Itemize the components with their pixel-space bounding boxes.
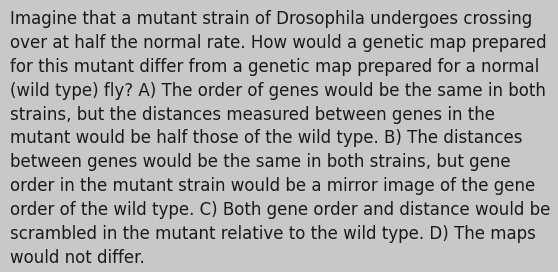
Text: Imagine that a mutant strain of Drosophila undergoes crossing
over at half the n: Imagine that a mutant strain of Drosophi… <box>10 10 550 267</box>
